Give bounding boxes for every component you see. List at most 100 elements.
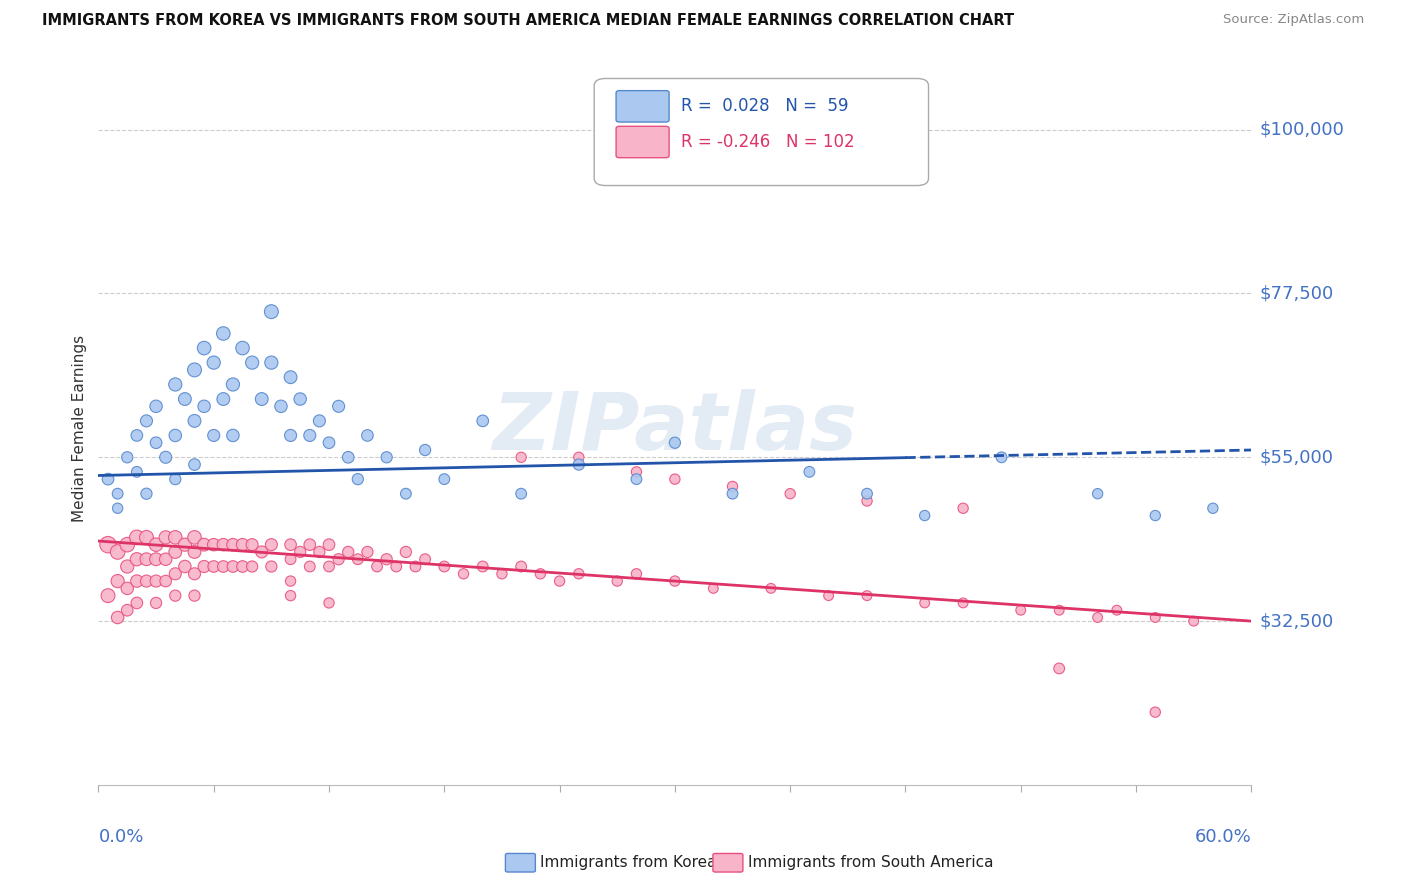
Point (779, 486, 801, 500)
Point (97, 472, 120, 486)
Point (914, 596, 936, 610)
Text: Immigrants from South America: Immigrants from South America (748, 855, 993, 871)
Point (413, 442, 436, 457)
Point (117, 450, 139, 465)
Point (328, 400, 350, 414)
Point (202, 428, 225, 442)
Text: Immigrants from Korea: Immigrants from Korea (540, 855, 717, 871)
Point (318, 596, 340, 610)
Point (471, 559, 494, 574)
Point (231, 341, 254, 355)
Point (117, 538, 139, 552)
Point (626, 566, 648, 581)
Point (952, 501, 974, 516)
Point (202, 538, 225, 552)
Point (395, 545, 418, 559)
Point (145, 435, 167, 450)
Point (721, 486, 744, 500)
Point (510, 450, 533, 465)
Point (759, 582, 782, 596)
Point (1144, 508, 1167, 523)
Point (135, 486, 157, 500)
Point (298, 428, 321, 442)
Point (347, 472, 370, 486)
Point (212, 538, 235, 552)
Point (568, 458, 591, 472)
Point (117, 582, 139, 596)
FancyBboxPatch shape (713, 854, 742, 872)
Point (337, 450, 360, 465)
Point (183, 363, 205, 377)
Point (250, 392, 273, 406)
Point (433, 472, 456, 486)
Point (145, 552, 167, 566)
Point (385, 559, 408, 574)
Point (1047, 603, 1070, 617)
Text: 0.0%: 0.0% (98, 828, 143, 846)
Point (125, 574, 148, 588)
Point (606, 574, 628, 588)
Point (135, 552, 157, 566)
FancyBboxPatch shape (595, 78, 928, 186)
Point (990, 450, 1012, 465)
Point (347, 552, 370, 566)
Point (280, 589, 302, 603)
Point (183, 458, 205, 472)
Point (145, 596, 167, 610)
Point (240, 356, 263, 370)
Point (155, 574, 177, 588)
Point (165, 472, 187, 486)
Point (318, 435, 340, 450)
Point (817, 589, 839, 603)
Point (702, 582, 724, 596)
Point (125, 428, 148, 442)
Point (1144, 705, 1167, 719)
Point (135, 414, 157, 428)
Point (548, 574, 571, 588)
Point (510, 559, 533, 574)
Point (174, 559, 197, 574)
Point (193, 559, 215, 574)
Point (183, 545, 205, 559)
Text: $55,000: $55,000 (1260, 449, 1334, 467)
Point (231, 538, 254, 552)
Point (1105, 603, 1128, 617)
Point (145, 574, 167, 588)
Point (222, 559, 245, 574)
Point (270, 400, 292, 414)
Point (107, 610, 129, 624)
Point (375, 552, 398, 566)
Text: 60.0%: 60.0% (1195, 828, 1251, 846)
Point (202, 356, 225, 370)
Point (183, 414, 205, 428)
Point (1087, 610, 1109, 624)
Point (125, 465, 148, 479)
Point (856, 589, 879, 603)
Point (914, 508, 936, 523)
Text: R =  0.028   N =  59: R = 0.028 N = 59 (681, 97, 848, 115)
Point (183, 566, 205, 581)
Point (1047, 661, 1070, 675)
Text: Source: ZipAtlas.com: Source: ZipAtlas.com (1223, 13, 1364, 27)
Point (664, 574, 686, 588)
Point (298, 538, 321, 552)
Point (165, 589, 187, 603)
Point (337, 545, 360, 559)
Point (356, 545, 378, 559)
Point (356, 428, 378, 442)
Point (193, 341, 215, 355)
Point (174, 538, 197, 552)
Point (145, 400, 167, 414)
Point (202, 559, 225, 574)
Point (117, 559, 139, 574)
Point (280, 428, 302, 442)
Point (395, 486, 418, 500)
Point (145, 538, 167, 552)
Point (165, 377, 187, 392)
Point (280, 538, 302, 552)
Point (529, 566, 551, 581)
Text: R = -0.246   N = 102: R = -0.246 N = 102 (681, 133, 855, 151)
Point (721, 479, 744, 493)
Point (107, 574, 129, 588)
Point (568, 566, 591, 581)
